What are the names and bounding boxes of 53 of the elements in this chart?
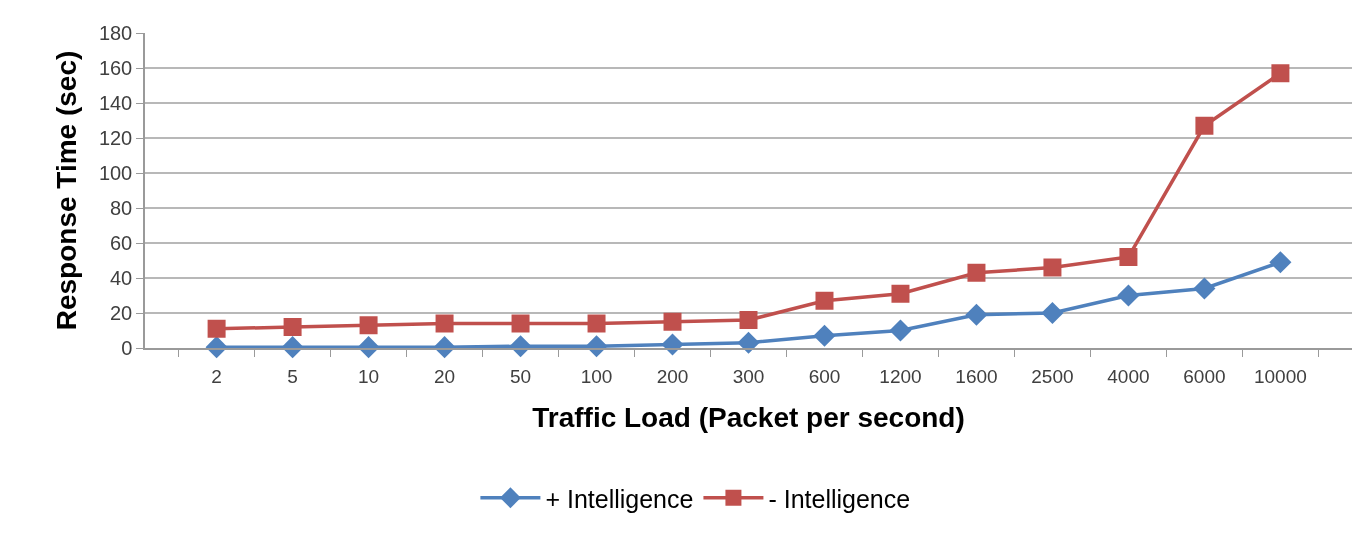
point: [967, 263, 986, 282]
y-tick-label: 0: [121, 337, 133, 359]
point: [1041, 301, 1064, 325]
x-tick-label: 100: [580, 365, 613, 387]
point: [511, 314, 530, 333]
point: [889, 319, 912, 342]
x-tick-label: 50: [509, 365, 532, 387]
point: [1193, 277, 1216, 300]
point: [1117, 284, 1140, 307]
point: [663, 312, 682, 331]
y-tick-label: 120: [98, 127, 133, 149]
point: [207, 319, 226, 338]
x-tick-label: 10: [358, 365, 380, 387]
y-tick-label: 80: [110, 197, 133, 219]
point: [1043, 258, 1062, 277]
point: [737, 331, 760, 354]
x-tick-label: 300: [732, 365, 765, 387]
y-tick-label: 20: [110, 302, 133, 324]
point: [435, 314, 454, 333]
x-tick-label: 6000: [1183, 365, 1226, 387]
y-tick-label: 40: [110, 267, 133, 289]
x-tick-label: 2: [211, 365, 222, 387]
y-tick-label: 160: [98, 57, 133, 79]
point: [891, 284, 910, 303]
point: [1195, 116, 1214, 135]
x-tick-label: 5: [287, 365, 298, 387]
point: [1271, 64, 1290, 83]
point: [1269, 251, 1292, 274]
point: [587, 314, 606, 333]
y-tick-label: 100: [98, 162, 133, 184]
x-tick-label: 10000: [1253, 365, 1307, 387]
legend-label: - Intelligence: [768, 484, 911, 513]
point: [813, 324, 836, 347]
x-tick-label: 2500: [1031, 365, 1074, 387]
legend-label: + Intelligence: [545, 484, 694, 513]
y-tick-label: 180: [98, 22, 133, 44]
x-tick-label: 20: [433, 365, 456, 387]
x-tick-label: 1600: [955, 365, 998, 387]
y-tick-label: 140: [98, 92, 133, 114]
point: [661, 333, 684, 356]
x-tick-label: 600: [808, 365, 841, 387]
point: [283, 318, 302, 336]
y-axis-title: Response Time (sec): [51, 50, 83, 331]
point: [739, 311, 758, 329]
point: [359, 316, 378, 335]
x-tick-label: 4000: [1107, 365, 1150, 387]
point: [815, 291, 834, 310]
x-tick-label: 200: [656, 365, 689, 387]
point: [965, 303, 988, 326]
x-tick-label: 1200: [879, 365, 922, 387]
y-tick-label: 60: [110, 232, 133, 254]
x-axis-title: Traffic Load (Packet per second): [532, 402, 965, 434]
point: [1119, 248, 1138, 266]
